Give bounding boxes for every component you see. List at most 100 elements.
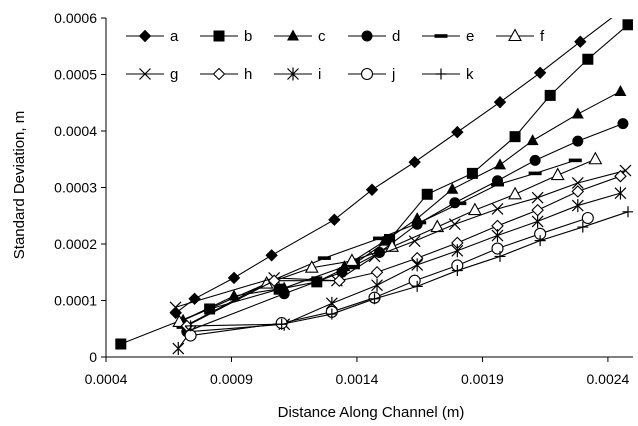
legend-label-a: a (170, 28, 179, 45)
legend-label-d: d (392, 28, 400, 45)
data-point-a (615, 6, 626, 17)
data-point-a (227, 271, 241, 285)
data-point-c (493, 158, 506, 170)
legend-label-f: f (540, 28, 545, 45)
data-point-a (408, 155, 421, 169)
data-point-h (531, 203, 544, 217)
data-point-b (466, 167, 478, 179)
data-point-c (571, 107, 584, 119)
data-point-k (326, 308, 338, 320)
data-point-h (571, 185, 585, 198)
legend-marker-g (139, 68, 151, 80)
legend-label-b: b (244, 28, 252, 45)
data-point-j (491, 242, 504, 255)
data-point-f (508, 186, 522, 200)
series-d (181, 118, 629, 338)
data-point-h (333, 274, 346, 288)
series-line-h (186, 175, 621, 327)
legend-item-d: d (348, 28, 400, 45)
data-point-i (614, 186, 627, 200)
legend-label-e: e (466, 28, 474, 45)
data-point-j (408, 274, 421, 287)
y-tick-label: 0.0001 (54, 293, 97, 309)
legend-marker-f (508, 28, 522, 42)
series-line-g (175, 170, 626, 308)
series-g (169, 164, 632, 314)
series-h (180, 169, 627, 333)
legend-item-f: f (496, 28, 545, 45)
data-point-g (571, 177, 584, 189)
legend-marker-d (361, 30, 373, 42)
data-point-b (384, 233, 396, 245)
data-point-c (614, 84, 627, 96)
data-point-g (491, 203, 504, 215)
legend-background (118, 20, 508, 90)
data-point-h (370, 265, 384, 279)
legend-marker-b (213, 30, 225, 42)
data-point-f (467, 202, 482, 216)
data-point-k (622, 206, 633, 218)
data-point-i (172, 342, 185, 356)
legend-label-h: h (244, 66, 252, 83)
data-point-d (572, 135, 584, 147)
data-point-k (411, 280, 423, 292)
data-point-a (493, 95, 507, 109)
data-point-k (185, 320, 197, 332)
data-point-c (227, 289, 240, 301)
data-point-a (365, 183, 379, 196)
legend-marker-c (287, 29, 299, 41)
data-point-b (421, 188, 433, 200)
data-point-f (304, 260, 319, 273)
legend-marker-j (360, 67, 374, 81)
data-point-i (571, 199, 584, 213)
data-point-i (531, 214, 544, 228)
data-point-e (453, 201, 467, 206)
legend-marker-i (287, 67, 299, 81)
data-point-a (574, 35, 587, 48)
series-line-a (175, 18, 613, 314)
data-point-g (169, 301, 182, 314)
data-point-c (526, 134, 539, 146)
legend-marker-k (435, 68, 447, 80)
series-layer (115, 6, 633, 356)
legend-item-e: e (422, 28, 474, 45)
data-point-i (451, 244, 464, 258)
legend-marker-e (434, 34, 448, 38)
data-point-a (328, 213, 341, 226)
x-tick-label: 0.0004 (85, 371, 128, 387)
data-point-g (448, 218, 461, 231)
y-tick-label: 0.0006 (54, 10, 97, 26)
data-point-j (184, 329, 197, 342)
legend: a b c d e f g h i j k (118, 20, 545, 90)
data-point-a (533, 66, 547, 80)
legend-label-c: c (318, 28, 326, 45)
x-tick-label: 0.0014 (336, 371, 379, 387)
legend-item-g: g (126, 66, 178, 83)
y-tick-label: 0.0005 (54, 67, 97, 83)
legend-label-g: g (170, 66, 178, 83)
series-line-f (179, 158, 596, 323)
legend-item-h: h (200, 66, 252, 83)
series-f (172, 151, 603, 328)
legend-marker-a (138, 29, 152, 43)
data-point-b (544, 89, 556, 101)
data-point-e (373, 236, 387, 241)
data-point-e (490, 182, 504, 187)
data-point-k (534, 235, 546, 247)
data-point-d (529, 154, 541, 166)
series-a (169, 6, 626, 320)
data-point-h (614, 169, 627, 183)
series-j (184, 211, 594, 342)
legend-marker-h (212, 67, 226, 81)
data-point-g (368, 250, 381, 263)
series-line-k (190, 211, 629, 327)
series-c (177, 84, 627, 325)
data-point-b (582, 53, 594, 65)
legend-item-a: a (126, 28, 179, 45)
data-point-g (408, 235, 421, 248)
series-line-d (186, 123, 624, 333)
legend-item-b: b (200, 28, 252, 45)
series-line-b (120, 24, 629, 345)
legend-item-c: c (274, 28, 326, 45)
